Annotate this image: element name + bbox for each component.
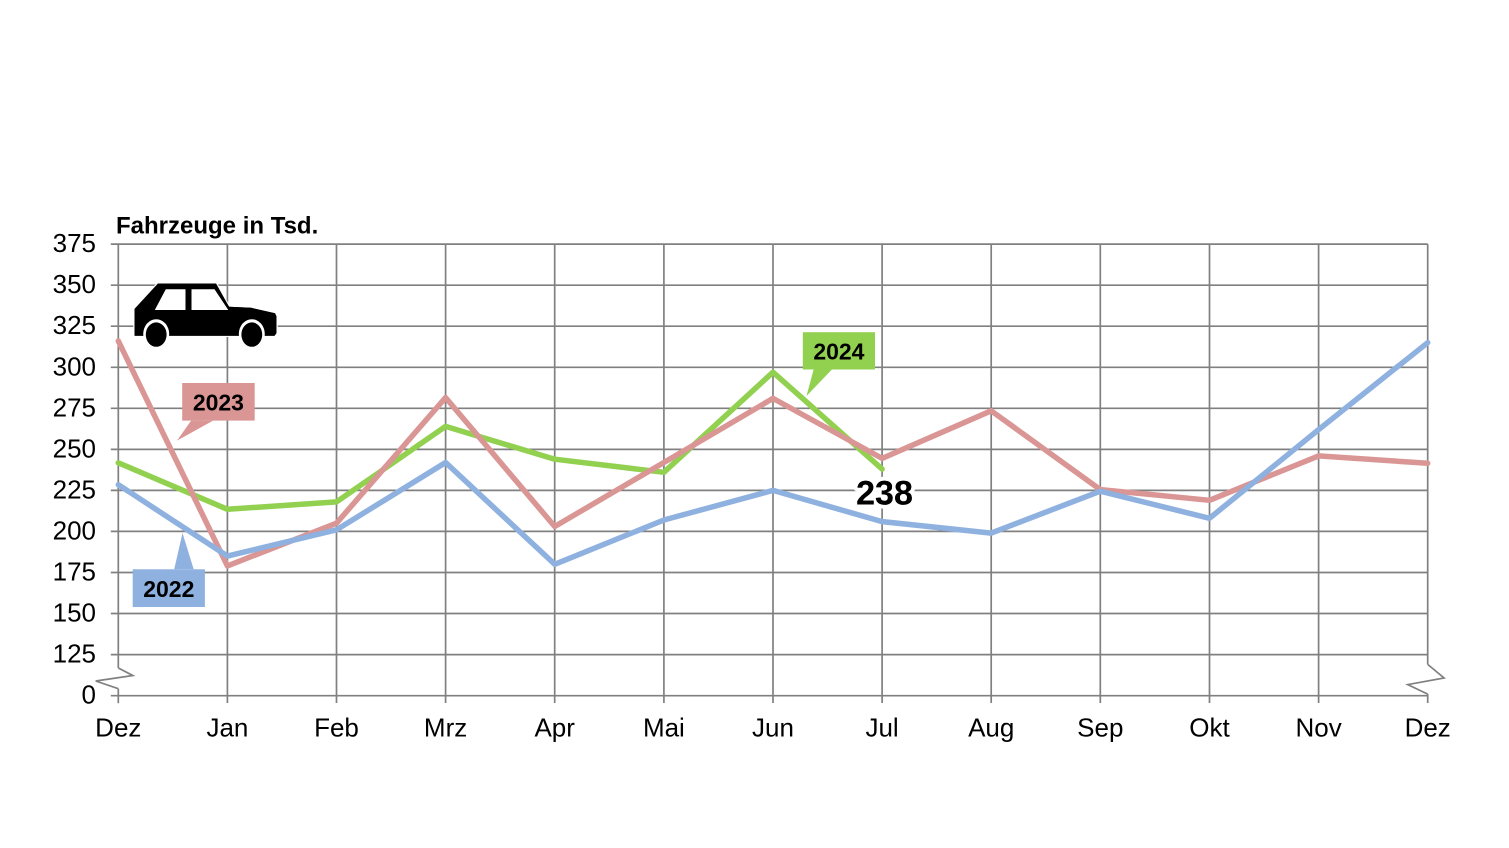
svg-text:Dez: Dez: [1405, 713, 1451, 743]
svg-text:300: 300: [53, 351, 96, 381]
svg-text:238: 238: [856, 475, 913, 513]
svg-text:Dez: Dez: [95, 713, 141, 743]
svg-text:0: 0: [82, 680, 96, 710]
svg-text:2024: 2024: [813, 339, 864, 365]
svg-text:250: 250: [53, 433, 96, 463]
svg-text:Fahrzeuge in Tsd.: Fahrzeuge in Tsd.: [116, 213, 318, 240]
svg-text:2022: 2022: [143, 576, 194, 602]
svg-text:225: 225: [53, 474, 96, 504]
svg-text:Sep: Sep: [1077, 713, 1123, 743]
svg-text:Okt: Okt: [1189, 713, 1230, 743]
svg-text:Feb: Feb: [314, 713, 359, 743]
svg-text:Jun: Jun: [752, 713, 794, 743]
svg-text:Jan: Jan: [206, 713, 248, 743]
svg-text:238: 238: [856, 475, 913, 513]
svg-text:175: 175: [53, 557, 96, 587]
svg-text:Aug: Aug: [968, 713, 1014, 743]
svg-text:325: 325: [53, 310, 96, 340]
svg-text:Apr: Apr: [534, 713, 575, 743]
svg-text:Mrz: Mrz: [424, 713, 467, 743]
svg-text:Jul: Jul: [865, 713, 898, 743]
svg-text:2023: 2023: [193, 390, 244, 416]
svg-text:150: 150: [53, 598, 96, 628]
svg-text:200: 200: [53, 515, 96, 545]
svg-text:375: 375: [53, 228, 96, 258]
svg-text:275: 275: [53, 392, 96, 422]
svg-text:Mai: Mai: [643, 713, 685, 743]
svg-text:Nov: Nov: [1295, 713, 1341, 743]
svg-text:125: 125: [53, 639, 96, 669]
svg-text:350: 350: [53, 269, 96, 299]
